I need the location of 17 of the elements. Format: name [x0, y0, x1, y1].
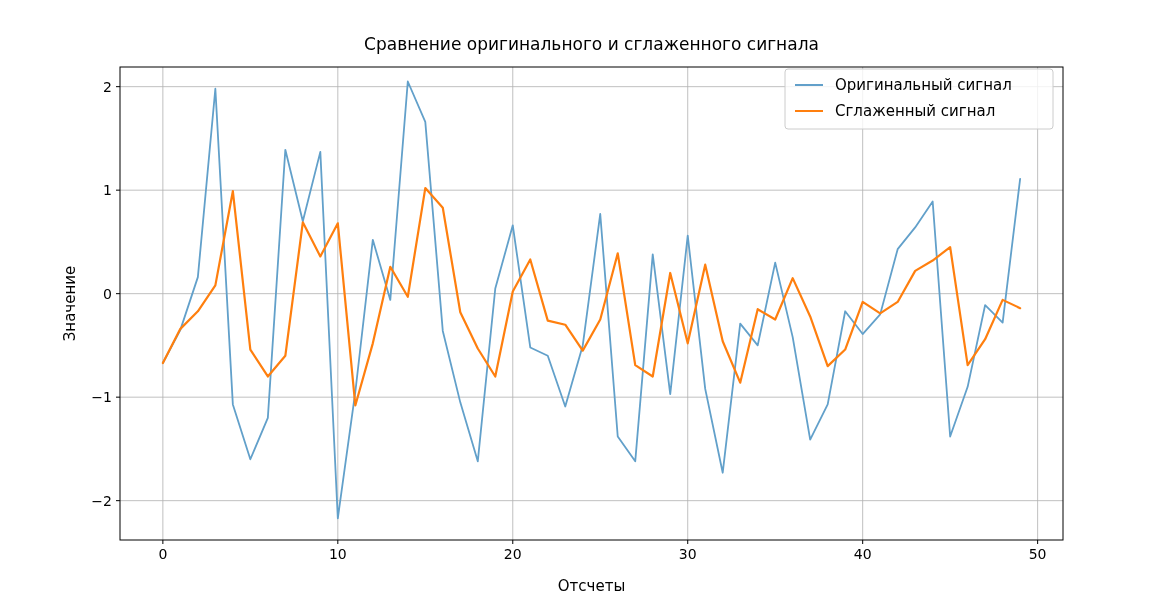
y-tick-label: 2	[103, 78, 112, 95]
chart-title: Сравнение оригинального и сглаженного сигнала	[364, 34, 819, 54]
x-tick-label: 0	[158, 546, 168, 562]
line-series	[161, 187, 1022, 407]
y-tick-label: 0	[103, 285, 112, 302]
x-tick-label: 40	[853, 546, 872, 562]
x-axis-title: Отсчеты	[557, 577, 626, 595]
x-tick-label: 10	[328, 546, 347, 562]
y-tick-label: 1	[103, 182, 112, 199]
x-tick-label: 30	[678, 546, 697, 562]
y-axis-title: Значение	[61, 265, 79, 342]
legend-label: Оригинальный сигнал	[835, 76, 1012, 94]
y-tick-label: −1	[91, 389, 112, 406]
x-tick-label: 50	[1028, 546, 1047, 562]
y-tick-label: −2	[91, 492, 112, 509]
legend-label: Сглаженный сигнал	[835, 102, 996, 120]
x-tick-label: 20	[503, 546, 522, 562]
